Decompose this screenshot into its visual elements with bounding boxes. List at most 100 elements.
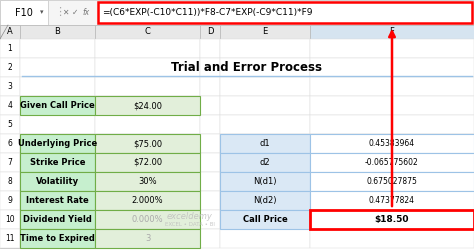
Text: ⋮: ⋮	[54, 8, 65, 17]
Bar	[220, 25, 310, 39]
Bar	[20, 96, 95, 115]
Bar	[20, 153, 95, 172]
Bar	[200, 115, 220, 134]
Bar	[310, 58, 474, 77]
Bar	[20, 172, 95, 191]
Text: 1: 1	[8, 44, 12, 53]
Text: 0.47377824: 0.47377824	[369, 196, 415, 205]
Bar	[0, 96, 20, 115]
Bar	[95, 191, 200, 210]
Bar	[220, 191, 310, 210]
Text: A: A	[7, 27, 13, 37]
Text: N(d1): N(d1)	[253, 177, 277, 186]
Bar	[220, 153, 310, 172]
Bar	[0, 172, 20, 191]
Bar	[95, 191, 200, 210]
Bar	[310, 115, 474, 134]
Bar	[20, 77, 95, 96]
Text: F: F	[390, 27, 394, 37]
Bar	[20, 229, 95, 248]
Text: fx: fx	[82, 8, 89, 17]
Bar	[310, 229, 474, 248]
Bar	[310, 39, 474, 58]
Bar	[0, 39, 20, 58]
Bar	[95, 134, 200, 153]
Bar	[20, 96, 95, 115]
Bar	[220, 96, 310, 115]
Bar	[95, 115, 200, 134]
Bar	[20, 25, 95, 39]
Text: ✕: ✕	[62, 8, 68, 17]
Bar	[0, 191, 20, 210]
Bar	[200, 39, 220, 58]
Text: D: D	[207, 27, 213, 37]
Text: -0.065775602: -0.065775602	[365, 158, 419, 167]
Text: EXCEL • DATA • BI: EXCEL • DATA • BI	[165, 222, 215, 227]
Bar	[0, 0, 48, 25]
Text: Underlying Price: Underlying Price	[18, 139, 97, 148]
Bar	[20, 191, 95, 210]
Bar	[95, 58, 200, 77]
Bar	[200, 210, 220, 229]
Bar	[310, 191, 474, 210]
Bar	[310, 172, 474, 191]
Text: Time to Expired: Time to Expired	[20, 234, 95, 243]
Bar	[310, 25, 474, 39]
Bar	[200, 172, 220, 191]
Bar	[95, 210, 200, 229]
Text: $18.50: $18.50	[375, 215, 409, 224]
Bar	[220, 229, 310, 248]
Bar	[200, 191, 220, 210]
Bar	[95, 96, 200, 115]
Bar	[95, 96, 200, 115]
Text: ✓: ✓	[72, 8, 78, 17]
Text: 3: 3	[8, 82, 12, 91]
Bar	[310, 153, 474, 172]
Bar	[0, 39, 20, 58]
Bar	[0, 229, 20, 248]
Bar	[95, 172, 200, 191]
Text: Volatility: Volatility	[36, 177, 79, 186]
Bar	[95, 134, 200, 153]
Bar	[310, 172, 474, 191]
Bar	[200, 96, 220, 115]
Bar	[98, 2, 472, 23]
Bar	[95, 77, 200, 96]
Bar	[310, 134, 474, 153]
Text: 10: 10	[5, 215, 15, 224]
Bar	[220, 134, 310, 153]
Bar	[95, 39, 200, 58]
Text: Given Call Price: Given Call Price	[20, 101, 95, 110]
Text: Strike Price: Strike Price	[30, 158, 85, 167]
Text: $24.00: $24.00	[133, 101, 162, 110]
Bar	[200, 229, 220, 248]
Text: d2: d2	[260, 158, 270, 167]
Bar	[310, 77, 474, 96]
Bar	[95, 153, 200, 172]
Bar	[220, 77, 310, 96]
Text: 0.45383964: 0.45383964	[369, 139, 415, 148]
Bar	[0, 229, 20, 248]
Bar	[0, 77, 20, 96]
Bar	[310, 210, 474, 229]
Bar	[20, 172, 95, 191]
Bar	[0, 25, 20, 39]
Bar	[200, 134, 220, 153]
Text: exceldemy: exceldemy	[167, 212, 213, 221]
Bar	[95, 229, 200, 248]
Bar	[95, 153, 200, 172]
Bar	[200, 25, 220, 39]
Text: F10: F10	[15, 8, 33, 17]
Bar	[0, 210, 20, 229]
Text: 7: 7	[8, 158, 12, 167]
Bar	[310, 153, 474, 172]
Bar	[20, 153, 95, 172]
Bar	[220, 191, 310, 210]
Bar	[0, 58, 20, 77]
Bar	[20, 134, 95, 153]
Bar	[0, 191, 20, 210]
Bar	[20, 39, 95, 58]
Bar	[220, 115, 310, 134]
Bar	[0, 115, 20, 134]
Bar	[0, 134, 20, 153]
